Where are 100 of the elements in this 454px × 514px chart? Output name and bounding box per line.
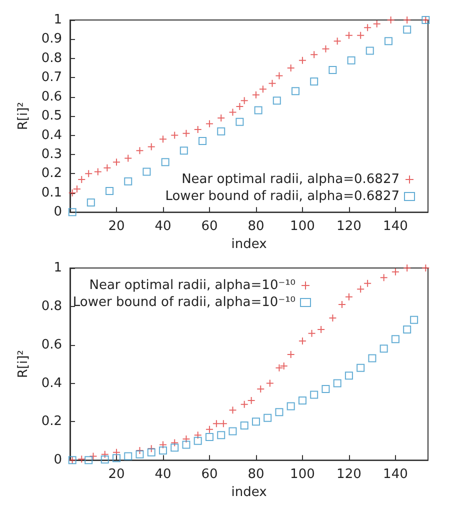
point xyxy=(198,137,207,146)
point xyxy=(240,422,248,430)
point xyxy=(356,364,365,372)
point xyxy=(268,79,276,88)
point xyxy=(72,185,81,194)
legend-label: Near optimal radii, alpha=0.6827 xyxy=(182,172,400,187)
point xyxy=(403,26,412,34)
point xyxy=(347,56,356,64)
point xyxy=(264,414,272,422)
point xyxy=(403,16,412,24)
y-tick-label: 0 xyxy=(54,204,62,220)
point xyxy=(68,208,76,216)
point xyxy=(142,168,151,176)
point xyxy=(386,16,395,24)
y-tick-label: 0.6 xyxy=(41,337,62,352)
x-tick-label: 20 xyxy=(108,467,125,482)
point xyxy=(147,444,156,453)
point xyxy=(170,131,179,140)
point xyxy=(236,102,244,110)
legend-label: Lower bound of radii, alpha=10⁻¹⁰ xyxy=(72,295,296,310)
point xyxy=(86,198,95,206)
point xyxy=(310,390,318,399)
point xyxy=(124,177,132,186)
point xyxy=(333,379,342,388)
point xyxy=(254,106,262,114)
y-tick-label: 0.9 xyxy=(41,32,62,47)
x-tick-label: 20 xyxy=(108,219,125,234)
x-tick-label: 40 xyxy=(154,467,172,482)
x-tick-label: 140 xyxy=(383,467,408,482)
point xyxy=(240,96,248,105)
point xyxy=(182,129,190,138)
point xyxy=(258,85,267,94)
x-axis-title: index xyxy=(231,485,268,500)
point xyxy=(286,402,295,410)
point xyxy=(391,268,400,276)
x-tick-label: 60 xyxy=(201,219,218,234)
point xyxy=(403,264,412,272)
point xyxy=(308,329,316,338)
point xyxy=(112,454,120,462)
point xyxy=(291,87,300,96)
x-tick-label: 120 xyxy=(336,219,362,234)
point xyxy=(194,125,202,134)
point xyxy=(182,434,190,443)
y-tick-label: 0.1 xyxy=(41,185,62,200)
point xyxy=(161,158,170,166)
point xyxy=(158,446,167,454)
point xyxy=(275,72,284,80)
x-tick-label: 80 xyxy=(248,219,264,234)
point xyxy=(158,135,167,144)
point xyxy=(112,158,120,166)
point xyxy=(217,114,226,122)
y-tick-label: 0.3 xyxy=(41,146,62,162)
point xyxy=(344,292,353,301)
y-tick-label: 0.7 xyxy=(41,70,62,86)
point xyxy=(286,350,295,358)
y-tick-label: 0.4 xyxy=(41,376,62,391)
point xyxy=(240,400,248,408)
y-tick-label: 0.4 xyxy=(41,128,62,143)
point xyxy=(112,448,120,456)
x-tick-label: 120 xyxy=(336,467,362,482)
point xyxy=(136,446,144,454)
point xyxy=(94,168,102,176)
y-tick-label: 0.8 xyxy=(41,50,62,66)
point xyxy=(391,335,400,344)
point xyxy=(84,170,93,178)
point xyxy=(310,77,318,86)
point xyxy=(275,364,284,372)
point xyxy=(219,420,228,428)
point xyxy=(194,431,202,440)
y-tick-label: 0.5 xyxy=(41,108,62,124)
y-tick-label: 0.6 xyxy=(41,89,62,104)
point xyxy=(228,406,237,414)
point xyxy=(147,142,156,151)
point xyxy=(252,90,260,99)
legend-label: Lower bound of radii, alpha=0.6827 xyxy=(165,189,400,204)
point xyxy=(205,425,214,434)
point xyxy=(384,37,392,46)
y-tick-label: 0 xyxy=(54,452,62,468)
point xyxy=(272,96,281,105)
point xyxy=(317,325,326,334)
point xyxy=(247,396,256,405)
point xyxy=(78,175,86,184)
point xyxy=(103,164,112,172)
point xyxy=(212,420,220,428)
y-tick-label: 0.2 xyxy=(41,414,62,430)
point xyxy=(256,385,265,394)
point xyxy=(136,450,144,458)
x-tick-label: 100 xyxy=(290,467,315,482)
x-tick-label: 60 xyxy=(201,467,218,482)
y-tick-label: 1 xyxy=(54,260,62,276)
point xyxy=(170,438,179,447)
point xyxy=(364,279,372,288)
point xyxy=(236,118,244,126)
y-tick-label: 0.2 xyxy=(41,166,62,182)
y-axis-title: R[i]² xyxy=(16,102,31,130)
y-axis-title: R[i]² xyxy=(16,350,31,378)
point xyxy=(344,372,353,380)
point xyxy=(372,20,381,28)
point xyxy=(266,379,274,388)
point xyxy=(182,440,190,449)
